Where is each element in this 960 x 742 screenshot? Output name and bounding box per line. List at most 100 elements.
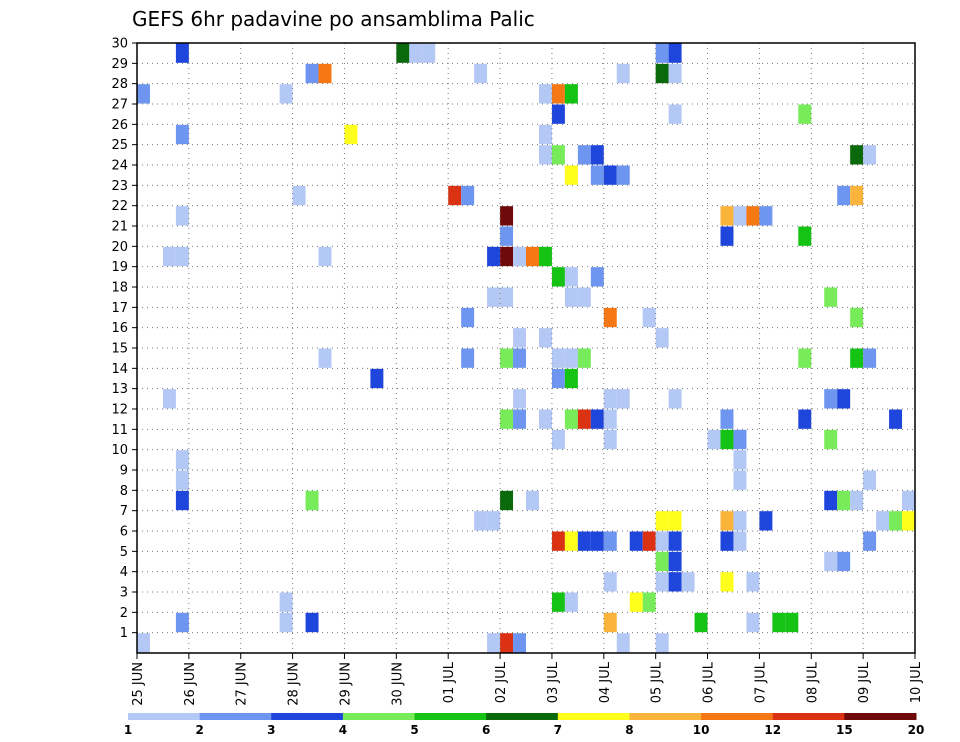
precip-cell <box>668 389 682 409</box>
precip-cell <box>344 124 358 145</box>
precip-cell <box>577 145 591 165</box>
precip-cell <box>513 246 526 267</box>
precip-cell <box>305 612 319 633</box>
y-tick-label: 14 <box>111 362 128 377</box>
precip-cell <box>603 409 617 429</box>
precip-cell <box>837 389 851 409</box>
y-tick-label: 9 <box>120 464 128 479</box>
precip-cell <box>564 409 578 429</box>
colorbar-swatch <box>844 713 917 720</box>
colorbar-swatch <box>128 713 201 720</box>
y-tick-label: 30 <box>111 37 128 52</box>
colorbar-label: 3 <box>267 723 275 737</box>
x-tick-label: 29 JUN <box>338 662 353 706</box>
y-tick-label: 2 <box>120 606 128 621</box>
colorbar-label: 6 <box>482 723 490 737</box>
precip-cell <box>500 348 514 368</box>
precip-cell <box>642 531 656 551</box>
precip-cell <box>681 572 695 592</box>
x-tick-label: 04 JUL <box>598 661 613 703</box>
y-tick-label: 24 <box>111 159 128 174</box>
y-tick-label: 17 <box>111 301 128 316</box>
x-tick-label: 25 JUN <box>131 662 146 706</box>
precip-cell <box>590 409 604 429</box>
colorbar-label: 8 <box>625 723 633 737</box>
precip-cell <box>551 104 565 124</box>
precip-cell <box>603 389 617 409</box>
precip-cell <box>733 450 747 470</box>
precip-cell <box>305 490 319 511</box>
precip-cell <box>785 612 799 633</box>
precip-cell <box>500 206 514 226</box>
precip-cell <box>564 368 578 389</box>
precip-cell <box>487 287 501 307</box>
precip-cell <box>668 511 682 531</box>
precip-cell <box>655 633 669 653</box>
precip-cell <box>642 307 656 328</box>
x-tick-label: 06 JUL <box>702 661 717 703</box>
precip-cell <box>733 470 747 490</box>
precip-cell <box>279 612 293 633</box>
precip-cell <box>668 572 682 592</box>
precip-cell <box>551 368 565 389</box>
precip-cell <box>175 612 189 633</box>
precip-cell <box>746 612 760 633</box>
x-tick-label: 01 JUL <box>442 661 457 703</box>
precip-cell <box>603 531 617 551</box>
precip-cell <box>526 246 539 267</box>
precip-cell <box>863 470 877 490</box>
precip-cell <box>642 592 656 612</box>
colorbar-swatch <box>199 713 272 720</box>
precip-cell <box>279 592 293 612</box>
precip-cell <box>551 531 565 551</box>
precip-cell <box>655 511 669 531</box>
precip-cell <box>474 511 488 531</box>
precip-cell <box>175 43 189 63</box>
precip-cell <box>318 246 332 267</box>
precip-cell <box>863 531 877 551</box>
precip-cell <box>175 246 189 267</box>
precip-cell <box>137 84 150 104</box>
precip-cell <box>733 531 747 551</box>
precip-cell <box>720 429 734 450</box>
precip-cell <box>590 165 604 185</box>
precip-cell <box>318 348 332 368</box>
precip-cell <box>720 531 734 551</box>
precip-cell <box>824 287 838 307</box>
x-tick-label: 03 JUL <box>546 661 561 703</box>
precip-cell <box>564 348 578 368</box>
precip-cell <box>564 592 578 612</box>
precip-cell <box>564 267 578 287</box>
precip-cell <box>603 307 617 328</box>
precip-cell <box>655 328 669 348</box>
precip-cell <box>513 328 526 348</box>
x-tick-label: 05 JUL <box>650 661 665 703</box>
precip-cell <box>655 63 669 84</box>
precip-cell <box>409 43 423 63</box>
precip-cell <box>500 633 514 653</box>
colorbar-swatch <box>271 713 344 720</box>
y-tick-label: 6 <box>120 525 128 540</box>
precip-cell <box>733 429 747 450</box>
y-tick-label: 10 <box>111 443 128 458</box>
precip-cell <box>603 612 617 633</box>
y-tick-label: 22 <box>111 199 128 214</box>
precip-cell <box>824 389 838 409</box>
y-tick-label: 4 <box>120 565 128 580</box>
precip-cell <box>474 63 488 84</box>
precip-cell <box>551 348 565 368</box>
precip-cell <box>526 490 539 511</box>
precip-cell <box>655 531 669 551</box>
precip-cell <box>798 104 812 124</box>
precip-cell <box>279 84 293 104</box>
precip-cell <box>720 572 734 592</box>
x-tick-label: 26 JUN <box>183 662 198 706</box>
precip-cell <box>577 409 591 429</box>
x-tick-label: 30 JUN <box>390 662 405 706</box>
y-tick-label: 3 <box>120 586 128 601</box>
precip-cell <box>824 490 838 511</box>
precip-cell <box>837 185 851 206</box>
precip-cell <box>668 63 682 84</box>
precip-cell <box>772 612 786 633</box>
precip-cell <box>837 551 851 572</box>
